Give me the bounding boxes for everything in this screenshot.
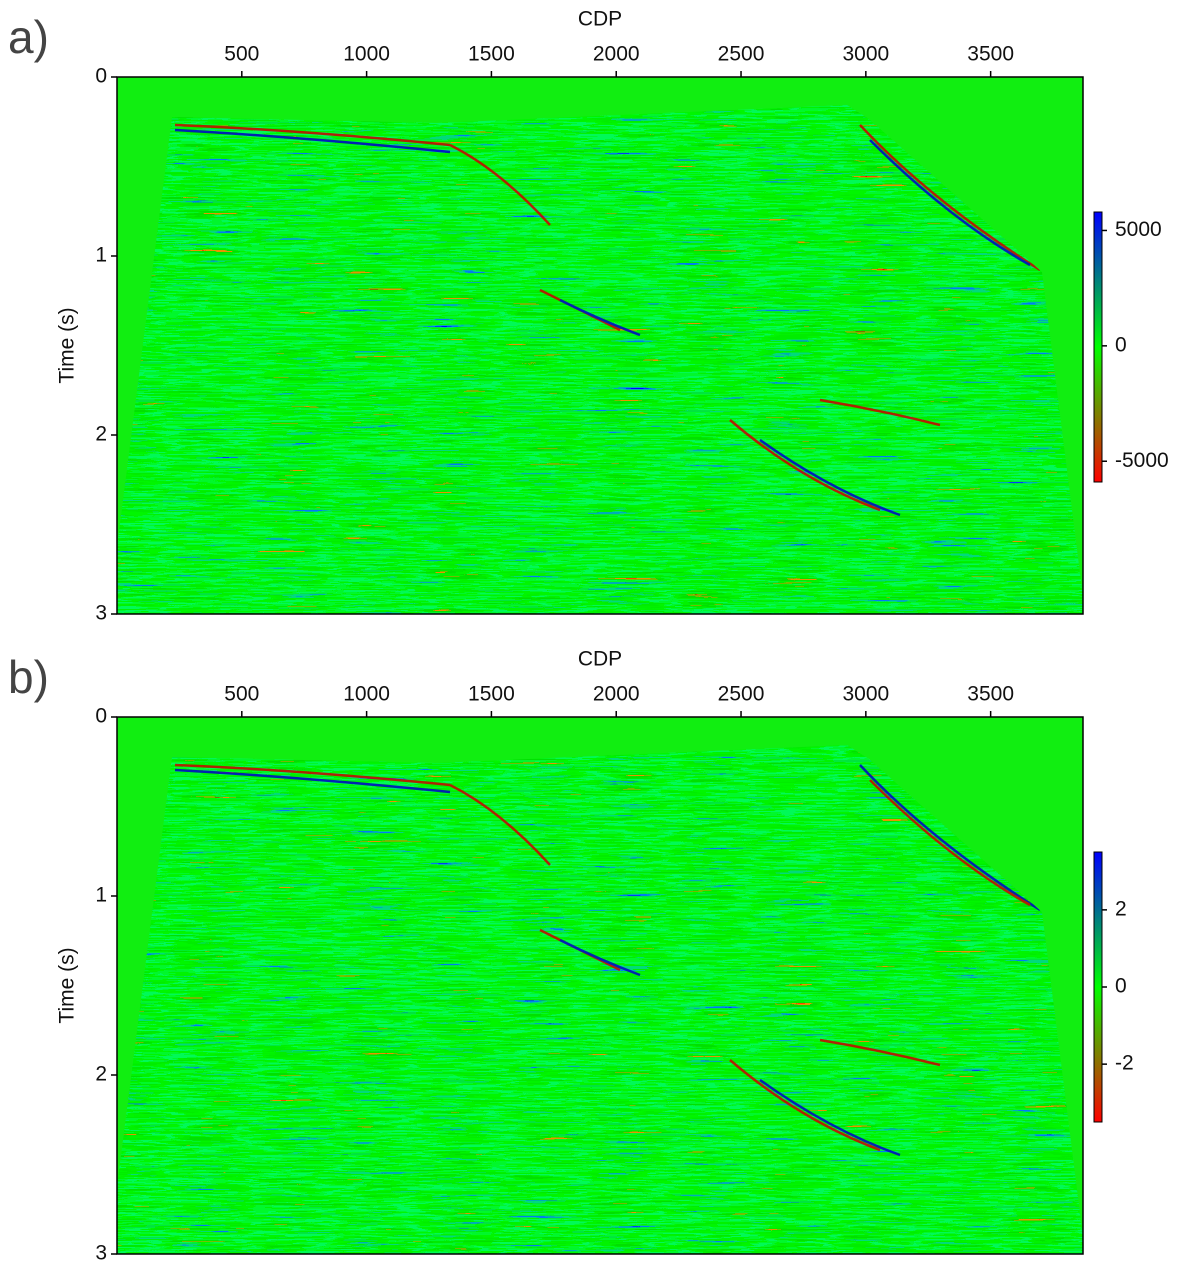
colorbar-tick-label: 0 (1115, 333, 1127, 356)
y-tick-label: 3 (95, 1242, 107, 1265)
x-tick-label: 500 (224, 683, 259, 706)
y-tick-label: 0 (95, 65, 107, 88)
plot-frame (116, 76, 1084, 615)
y-axis-label: Time (s) (56, 947, 79, 1023)
x-axis-label: CDP (578, 648, 622, 671)
reflectors (174, 123, 1041, 517)
y-tick-label: 1 (95, 244, 107, 267)
x-tick-label: 3000 (842, 43, 889, 66)
colorbar-tick-label: 0 (1115, 975, 1127, 998)
x-tick-label: 2500 (718, 683, 765, 706)
x-tick-label: 1000 (343, 683, 390, 706)
y-tick-label: 2 (95, 1063, 107, 1086)
colorbar-tick-label: -5000 (1115, 449, 1169, 472)
panel-label: a) (8, 11, 49, 63)
panel-label: b) (8, 651, 49, 703)
x-tick-label: 1000 (343, 43, 390, 66)
x-tick-label: 2000 (593, 43, 640, 66)
reflectors (174, 763, 1041, 1157)
x-tick-label: 500 (224, 43, 259, 66)
y-tick-label: 0 (95, 705, 107, 728)
x-tick-label: 3500 (967, 683, 1014, 706)
plot-frame (116, 716, 1084, 1255)
x-tick-label: 3500 (967, 43, 1014, 66)
y-tick-label: 2 (95, 423, 107, 446)
y-tick-label: 1 (95, 884, 107, 907)
x-tick-label: 2000 (593, 683, 640, 706)
y-axis-label: Time (s) (56, 307, 79, 383)
colorbar-tick-label: 5000 (1115, 218, 1162, 241)
x-tick-label: 2500 (718, 43, 765, 66)
x-axis-label: CDP (578, 8, 622, 31)
colorbar (1093, 211, 1103, 483)
colorbar (1093, 851, 1103, 1123)
colorbar-tick-label: 2 (1115, 897, 1127, 920)
x-tick-label: 1500 (468, 683, 515, 706)
x-tick-label: 3000 (842, 683, 889, 706)
y-tick-label: 3 (95, 602, 107, 625)
x-tick-label: 1500 (468, 43, 515, 66)
colorbar-tick-label: -2 (1115, 1052, 1134, 1075)
